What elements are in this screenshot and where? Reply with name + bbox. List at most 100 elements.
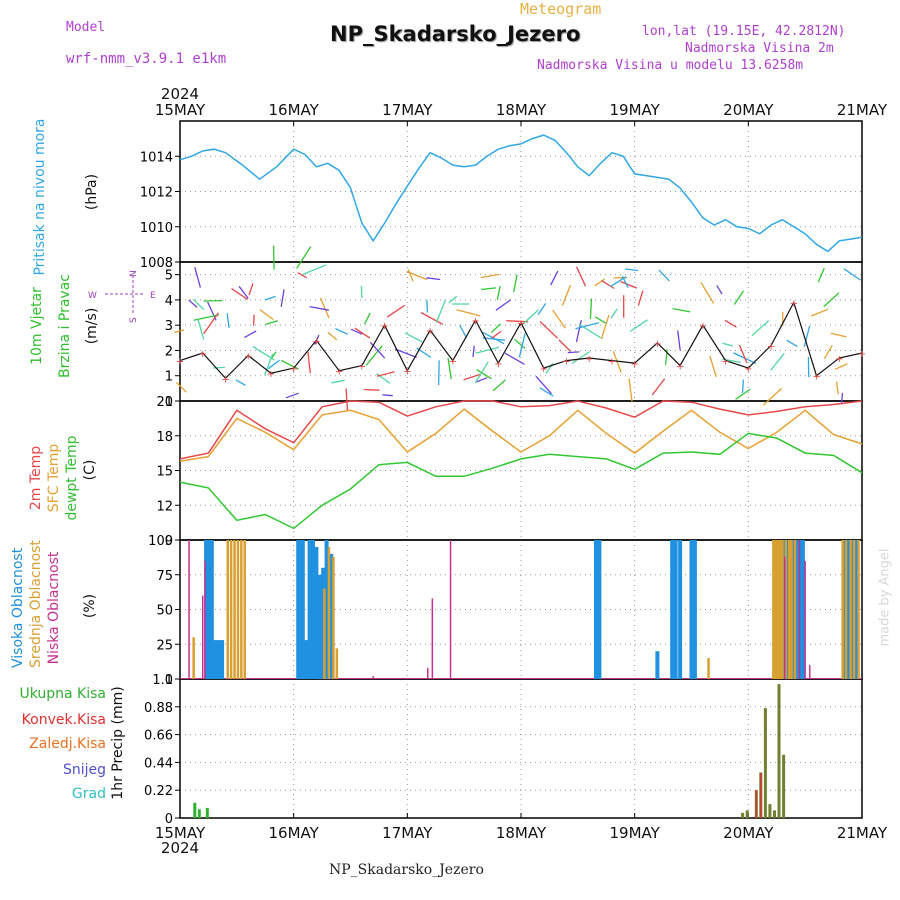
wind-arrow <box>491 330 502 339</box>
wind-arrow <box>513 274 518 293</box>
bottom-year-label: 2024 <box>161 839 199 857</box>
bottom-x-tick-label: 15MAY <box>155 824 206 842</box>
wind-arrow <box>238 285 249 299</box>
wind-arrow <box>762 387 783 406</box>
wind-arrow <box>252 314 255 326</box>
wind-arrow <box>612 350 622 373</box>
wind-arrow <box>203 312 219 335</box>
wind-arrow <box>360 285 363 299</box>
wind-gust-mark: + <box>790 298 798 309</box>
wind-gust-mark: + <box>403 367 411 378</box>
wind-arrow <box>302 264 327 276</box>
wind-arrow <box>174 329 185 334</box>
wind-gust-mark: + <box>471 316 479 327</box>
mid-cloud-bar <box>243 540 246 679</box>
wind-gust-mark: + <box>312 336 320 347</box>
wind-arrow <box>594 316 607 324</box>
bottom-x-tick-label: 21MAY <box>837 824 888 842</box>
low-cloud-bar <box>202 595 204 679</box>
wind-arrow <box>834 363 848 370</box>
mid-cloud-bar <box>841 540 844 679</box>
low-cloud-bar <box>204 560 206 679</box>
wind-arrow <box>539 321 559 339</box>
y-tick-label: 0 <box>165 673 173 688</box>
wind-arrow <box>192 298 205 311</box>
high-cloud-bar <box>689 540 694 679</box>
wind-arrow <box>472 345 475 358</box>
wind-gust-mark: + <box>540 364 548 375</box>
bottom-x-tick-label: 17MAY <box>382 824 433 842</box>
temp2m-line <box>179 400 863 460</box>
precip-bar <box>773 810 776 818</box>
meteogram-label: Meteogram <box>520 0 602 18</box>
mid-cloud-bar <box>229 540 233 679</box>
wind-arrow <box>628 378 633 402</box>
low-cloud-bar <box>188 540 190 679</box>
wind-arrow <box>575 320 582 343</box>
wind-arrow <box>803 325 811 347</box>
wind-arrow <box>448 295 458 304</box>
top-x-tick-label: 19MAY <box>610 101 661 119</box>
wind-arrow <box>482 331 505 345</box>
wind-arrow <box>327 331 338 341</box>
precip-bar <box>745 810 749 818</box>
high-cloud-bar <box>298 540 303 679</box>
y-tick-label: 0.88 <box>144 701 173 716</box>
wind-arrow <box>651 378 666 396</box>
y-tick-label: 1008 <box>140 256 173 271</box>
wind-arrow <box>735 388 751 400</box>
mid-cloud-bar <box>788 540 791 679</box>
wind-gust-mark: + <box>221 374 229 385</box>
compass-n: N <box>129 270 139 277</box>
y-tick-label: 2 <box>165 344 173 359</box>
wind-arrow <box>248 283 254 296</box>
y-tick-label: 1.1 <box>152 673 173 688</box>
wind-gust-mark: + <box>812 372 820 383</box>
mid-cloud-bar <box>784 540 788 679</box>
wind-arrow <box>213 366 225 369</box>
wind-arrow <box>733 290 745 305</box>
wind-arrow <box>535 375 552 395</box>
top-x-tick-label: 21MAY <box>837 101 888 119</box>
wind-arrow <box>716 285 723 295</box>
top-x-tick-label: 17MAY <box>382 101 433 119</box>
y-tick-label: 0.66 <box>144 729 173 744</box>
wind-gust-mark: + <box>335 367 343 378</box>
wind-arrow <box>176 382 187 393</box>
mid-cloud-bar <box>707 658 710 679</box>
high-cloud-bar <box>311 540 315 679</box>
mid-cloud-bar <box>233 540 236 679</box>
wind-gust-mark: + <box>380 321 388 332</box>
wind-arrow <box>463 373 480 381</box>
wind-arrow <box>426 299 429 313</box>
wind-arrow <box>272 245 275 270</box>
wind-barbs <box>174 245 861 411</box>
mid-cloud-bar <box>226 540 229 679</box>
wind-arrow <box>265 320 279 326</box>
precip-bar <box>205 807 209 818</box>
bottom-x-tick-label: 20MAY <box>723 824 774 842</box>
wind-gust-mark: + <box>494 359 502 370</box>
wind-arrow <box>314 334 320 345</box>
low-cloud-bar <box>784 556 786 679</box>
wind-gust-mark: + <box>517 319 525 330</box>
wind-arrow <box>810 308 829 317</box>
wind-arrow <box>364 312 371 325</box>
wind-gust-mark: + <box>562 357 570 368</box>
wind-arrow <box>840 392 844 404</box>
precip-bar <box>193 802 197 818</box>
wind-gust-mark: + <box>426 326 434 337</box>
wind-arrow <box>601 280 615 290</box>
wind-gust-mark: + <box>630 359 638 370</box>
station-title: NP_Skadarsko_Jezero <box>330 22 581 46</box>
mid-cloud-bar <box>849 540 852 679</box>
pressure-line <box>179 134 863 253</box>
high-cloud-bar <box>300 540 305 679</box>
legend-snow: Snijeg <box>62 762 106 778</box>
wind-arrow <box>700 281 715 304</box>
mid-cloud-bar <box>790 540 793 679</box>
wind-arrow <box>552 309 566 329</box>
high-cloud-bar <box>220 640 225 679</box>
mid-cloud-bar <box>323 588 326 679</box>
